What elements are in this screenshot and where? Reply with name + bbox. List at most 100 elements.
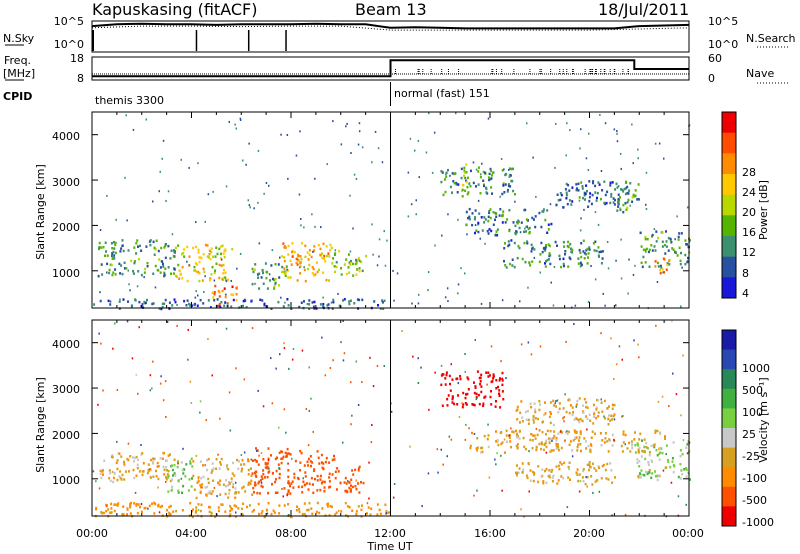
power-cell xyxy=(489,216,492,220)
power-cell xyxy=(485,186,488,190)
velocity-cell xyxy=(266,462,269,465)
power-cell xyxy=(251,267,254,271)
velocity-cell xyxy=(207,492,210,495)
power-cell xyxy=(293,250,296,254)
power-noise xyxy=(197,162,199,165)
nave-tick-top: 60 xyxy=(708,52,722,65)
power-cell xyxy=(282,270,285,274)
power-cell xyxy=(481,229,484,232)
velocity-cell xyxy=(287,475,290,479)
power-noise xyxy=(407,215,410,218)
velocity-cell xyxy=(543,442,546,446)
velocity-cell xyxy=(99,469,102,473)
velocity-cell xyxy=(135,504,138,507)
velocity-cell xyxy=(155,469,157,473)
velocity-cell xyxy=(217,506,220,509)
power-noise xyxy=(254,282,256,285)
power-cell xyxy=(558,254,561,258)
power-cell xyxy=(483,216,486,219)
power-cell xyxy=(467,216,469,220)
velocity-cell xyxy=(529,402,532,405)
power-cell xyxy=(158,258,161,261)
power-noise xyxy=(549,203,552,206)
velocity-cell xyxy=(131,456,134,459)
velocity-noise xyxy=(324,374,327,377)
velocity-cell xyxy=(497,385,499,389)
velocity-cell xyxy=(217,509,220,513)
power-cell xyxy=(338,249,341,253)
velocity-cell xyxy=(248,504,251,507)
velocity-cell xyxy=(557,479,560,482)
velocity-cell xyxy=(215,467,218,470)
power-cell xyxy=(465,223,468,227)
velocity-cell xyxy=(657,474,660,477)
velocity-noise xyxy=(234,481,237,484)
velocity-cell xyxy=(593,412,596,416)
power-cell xyxy=(345,258,348,261)
velocity-noise xyxy=(450,363,452,366)
power-noise xyxy=(109,300,112,303)
velocity-cell xyxy=(521,462,524,465)
power-cell xyxy=(471,223,474,227)
power-noise xyxy=(449,174,451,177)
power-noise xyxy=(418,293,420,296)
power-cell xyxy=(465,163,468,166)
velocity-cell xyxy=(622,433,625,436)
power-cell xyxy=(312,305,315,308)
velocity-noise xyxy=(111,470,114,473)
velocity-colorbar-swatch xyxy=(722,349,736,370)
power-cell xyxy=(593,249,596,252)
power-cell xyxy=(259,298,262,302)
power-noise xyxy=(441,234,443,237)
power-noise xyxy=(340,143,343,146)
velocity-cell xyxy=(609,462,612,465)
power-cell xyxy=(610,195,613,198)
velocity-cell xyxy=(591,483,594,486)
velocity-cell xyxy=(580,449,582,453)
velocity-noise xyxy=(278,426,280,429)
velocity-noise xyxy=(152,360,154,363)
velocity-cell xyxy=(476,446,479,449)
velocity-cell xyxy=(480,385,483,388)
velocity-cell xyxy=(120,455,123,458)
velocity-cell xyxy=(620,444,623,448)
power-noise xyxy=(637,148,639,151)
velocity-noise xyxy=(134,491,137,494)
velocity-cell xyxy=(108,469,111,472)
velocity-cell xyxy=(121,473,124,477)
velocity-cell xyxy=(312,491,315,495)
power-cell xyxy=(629,182,632,185)
power-colorbar-swatch xyxy=(722,236,736,258)
velocity-cell xyxy=(548,415,551,419)
power-cell xyxy=(687,256,689,260)
power-cell xyxy=(480,216,483,219)
velocity-cell xyxy=(314,477,316,481)
velocity-cell xyxy=(296,505,298,508)
power-cell xyxy=(265,276,268,280)
power-noise xyxy=(519,231,522,234)
velocity-noise xyxy=(305,408,308,410)
velocity-cell xyxy=(499,377,501,380)
velocity-cell xyxy=(495,387,498,390)
velocity-noise xyxy=(613,418,616,421)
power-cell xyxy=(382,307,385,310)
power-cell xyxy=(580,181,583,184)
velocity-cell xyxy=(498,379,501,382)
velocity-cell xyxy=(478,376,481,380)
velocity-noise xyxy=(97,403,99,406)
power-cell xyxy=(220,301,223,304)
velocity-noise xyxy=(256,449,258,452)
power-cell xyxy=(485,191,488,194)
nsky-line xyxy=(91,22,690,30)
power-cell xyxy=(273,285,276,288)
power-cell xyxy=(627,198,630,202)
velocity-noise xyxy=(342,320,344,322)
power-cell xyxy=(325,278,328,282)
power-cell xyxy=(261,269,264,272)
velocity-cell xyxy=(121,513,124,516)
power-cell xyxy=(588,248,591,251)
power-cell xyxy=(588,180,591,183)
power-cell xyxy=(243,298,246,302)
velocity-cell xyxy=(581,419,584,423)
power-noise xyxy=(353,173,356,176)
